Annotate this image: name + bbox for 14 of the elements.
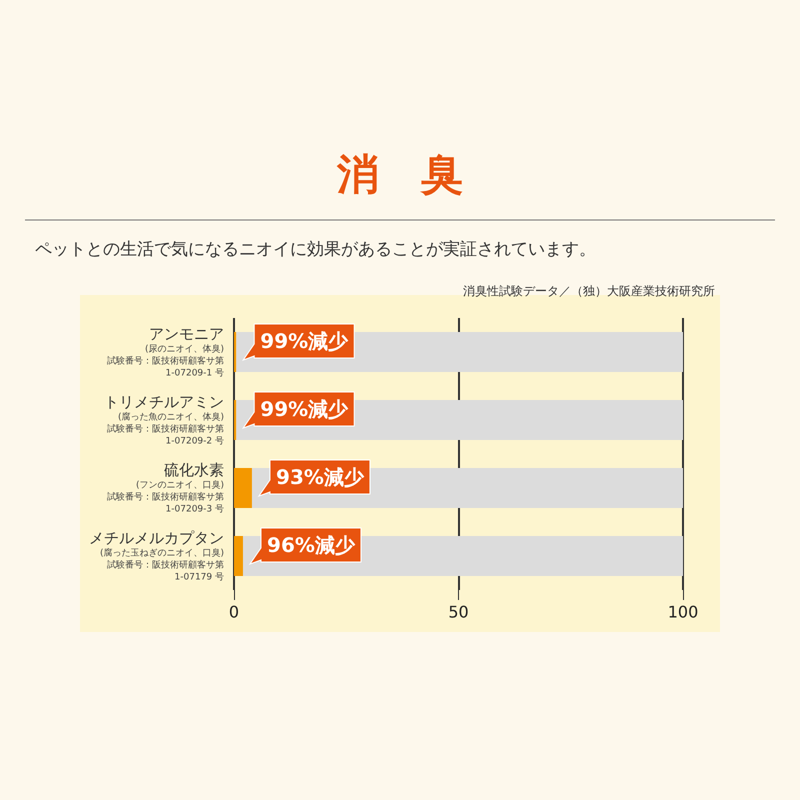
y-tick-label: トリメチルアミン (腐った魚のニオイ、体臭) 試験番号：阪技術研顧客サ第 1-07209-2 号 [104,393,224,446]
x-tick-label: 100 [668,602,698,622]
x-tick-label: 0 [228,602,240,622]
annotation: 96%減少 [267,533,356,557]
y-tick-label: アンモニア (尿のニオイ、体臭) 試験番号：阪技術研顧客サ第 1-07209-1 号 [107,325,224,378]
annotation: 99%減少 [260,329,350,353]
y-tick-label: メチルメルカプタン (腐った玉ねぎのニオイ、口臭) 試験番号：阪技術研顧客サ第 1-07179 号 [89,529,224,582]
chart-title: 消 臭 [336,150,463,198]
annotation: 99%減少 [260,397,350,421]
annotation: 93%減少 [276,465,365,489]
y-tick-label: 硫化水素 (フンのニオイ、口臭) 試験番号：阪技術研顧客サ第 1-07209-3 号 [107,461,224,514]
x-tick-label: 50 [448,602,469,622]
chart-subtitle: ペットとの生活で気になるニオイに効果があることが実証されています。 [35,240,596,260]
text: 消臭性試験データ／（独）大阪産業技術研究所 [463,284,715,298]
